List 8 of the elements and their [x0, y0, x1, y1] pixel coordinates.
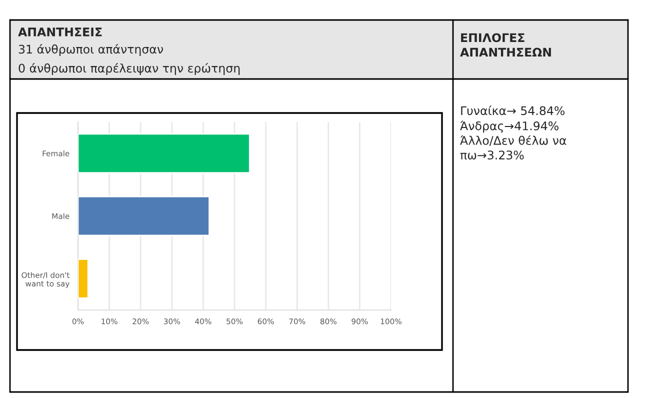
text: ΑΠΑΝΤΗΣΕΙΣ: [18, 28, 102, 36]
text: 0 άνθρωποι παρέλειψαν την ερώτηση: [18, 63, 240, 75]
bar: [78, 133, 250, 174]
text: Γυναίκα→ 54.84% Άνδρας→41.94% Άλλο/Δεν θέλω να πω→3.23%: [460, 106, 566, 160]
bar: [78, 258, 89, 299]
text: 31 άνθρωποι απάντησαν: [18, 44, 163, 56]
bar: [78, 196, 210, 236]
text: ΕΠΙΛΟΓΕΣ ΑΠΑΝΤΗΣΕΩΝ: [460, 33, 551, 57]
